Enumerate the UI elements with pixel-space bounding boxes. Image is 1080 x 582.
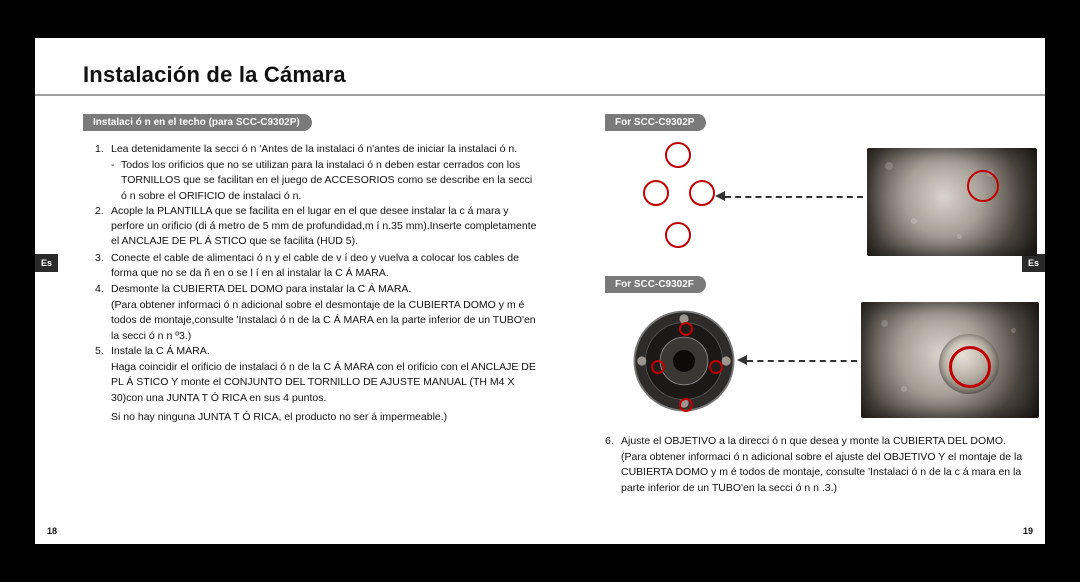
- subitem-text: Todos los orificios que no se utilizan p…: [121, 158, 537, 204]
- item-note: (Para obtener informaci ó n adicional so…: [95, 298, 537, 344]
- lang-tab-left: Es: [35, 254, 58, 272]
- list-item: 1.Lea detenidamente la secci ó n 'Antes …: [95, 142, 537, 157]
- list-item: 2.Acople la PLANTILLA que se facilita en…: [95, 204, 537, 250]
- instruction-list: 1.Lea detenidamente la secci ó n 'Antes …: [95, 142, 537, 425]
- item-note: Si no hay ninguna JUNTA T Ó RICA, el pro…: [95, 410, 537, 425]
- arrowhead-icon: [737, 355, 747, 365]
- page-title: Instalación de la Cámara: [83, 62, 346, 88]
- page-number-left: 18: [47, 526, 57, 536]
- anchor-circle-icon: [679, 398, 693, 412]
- instruction-list-right: 6.Ajuste el OBJETIVO a la direcci ó n qu…: [605, 434, 1045, 496]
- item-number: 5.: [95, 344, 111, 359]
- item-number: 4.: [95, 282, 111, 297]
- diagram-model-p: [605, 138, 1045, 268]
- dashed-arrow-line: [747, 360, 857, 362]
- anchor-circle-icon: [689, 180, 715, 206]
- diagram-model-f: [605, 300, 1045, 426]
- item-note: Haga coincidir el orificio de instalaci …: [95, 360, 537, 406]
- item-note: (Para obtener informaci ó n adicional so…: [605, 450, 1045, 496]
- section-tab-left: Instalaci ó n en el techo (para SCC-C930…: [83, 114, 312, 131]
- anchor-circle-icon: [665, 142, 691, 168]
- anchor-circle-icon: [643, 180, 669, 206]
- anchor-circle-icon: [665, 222, 691, 248]
- anchor-circle-icon: [679, 322, 693, 336]
- item-number: 1.: [95, 142, 111, 157]
- list-item: 5.Instale la C Á MARA.: [95, 344, 537, 359]
- item-text: Instale la C Á MARA.: [111, 344, 537, 359]
- list-item: 4.Desmonte la CUBIERTA DEL DOMO para ins…: [95, 282, 537, 297]
- anchor-circle-icon: [651, 360, 665, 374]
- item-text: Acople la PLANTILLA que se facilita en e…: [111, 204, 537, 250]
- dash: -: [111, 158, 121, 204]
- item-text: Desmonte la CUBIERTA DEL DOMO para insta…: [111, 282, 537, 297]
- item-number: 2.: [95, 204, 111, 250]
- item-text: Ajuste el OBJETIVO a la direcci ó n que …: [621, 434, 1045, 449]
- item-text: Lea detenidamente la secci ó n 'Antes de…: [111, 142, 537, 157]
- camera-photo-p: [867, 148, 1037, 256]
- page-number-right: 19: [1023, 526, 1033, 536]
- title-rule: [35, 94, 1045, 96]
- highlight-circle-icon: [967, 170, 999, 202]
- section-tab-model-p: For SCC-C9302P: [605, 114, 706, 131]
- list-subitem: -Todos los orificios que no se utilizan …: [95, 158, 537, 204]
- dashed-arrow-line: [725, 196, 863, 198]
- highlight-circle-icon: [949, 346, 991, 388]
- list-item: 3.Conecte el cable de alimentaci ó n y e…: [95, 251, 537, 281]
- arrowhead-icon: [715, 191, 725, 201]
- page-spread: Instalación de la Cámara Es Es Instalaci…: [35, 38, 1045, 544]
- item-number: 6.: [605, 434, 621, 449]
- item-text: Conecte el cable de alimentaci ó n y el …: [111, 251, 537, 281]
- anchor-circle-icon: [709, 360, 723, 374]
- item-number: 3.: [95, 251, 111, 281]
- list-item: 6.Ajuste el OBJETIVO a la direcci ó n qu…: [605, 434, 1045, 449]
- section-tab-model-f: For SCC-C9302F: [605, 276, 706, 293]
